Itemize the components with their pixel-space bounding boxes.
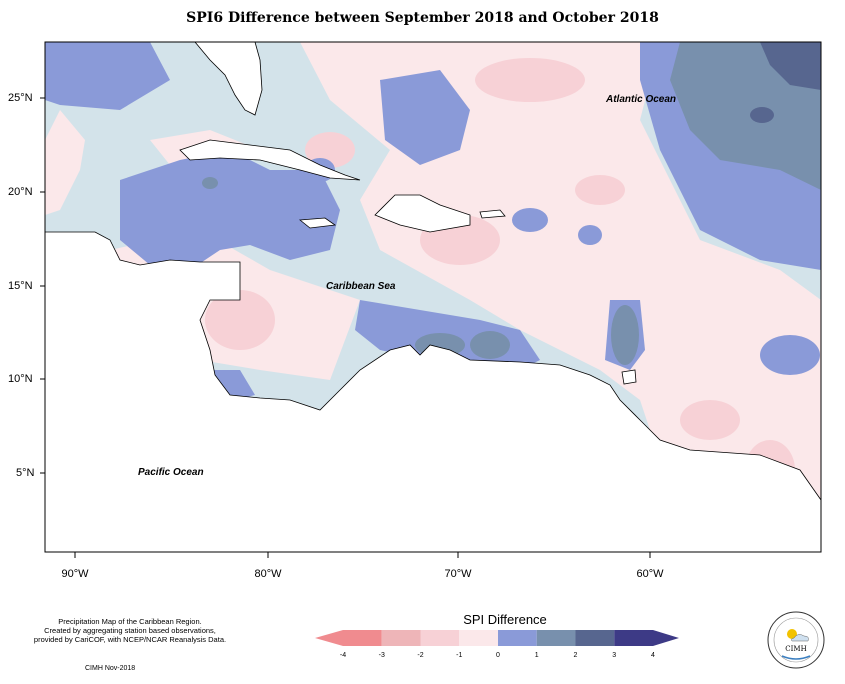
atlantic-ocean-label: Atlantic Ocean: [606, 94, 677, 105]
legend-tick-label: -1: [456, 652, 463, 659]
legend-tick-label: 0: [496, 652, 500, 659]
map-frame: [44, 41, 822, 553]
logo-text: CIMH: [785, 645, 806, 653]
footer-line-2: Created by aggregating station based obs…: [44, 626, 216, 635]
legend-title: SPI Difference: [463, 612, 547, 627]
lat-label-15: 15°N: [8, 280, 33, 292]
legend-tick-label: 1: [534, 652, 539, 659]
lat-label-5: 5°N: [16, 467, 35, 479]
legend-tick-label: 4: [651, 652, 655, 659]
pacific-ocean-label: Pacific Ocean: [138, 467, 204, 478]
spi-field: [45, 42, 821, 552]
credit-text: CIMH Nov-2018: [85, 665, 136, 672]
footer-line-1: Precipitation Map of the Caribbean Regio…: [58, 617, 202, 626]
lat-label-20: 20°N: [8, 186, 33, 198]
lon-label-80: 80°W: [254, 568, 282, 580]
footer-line-3: provided by CariCOF, with NCEP/NCAR Rean…: [33, 635, 227, 644]
cimh-logo: CIMH: [767, 611, 825, 669]
footer-note: Precipitation Map of the Caribbean Regio…: [10, 617, 250, 644]
sun-icon: [787, 629, 797, 639]
lon-label-90: 90°W: [61, 568, 89, 580]
caribbean-sea-label: Caribbean Sea: [326, 281, 396, 292]
map-title: SPI6 Difference between September 2018 a…: [186, 10, 659, 26]
legend-tick-label: -2: [417, 652, 424, 659]
lat-label-10: 10°N: [8, 373, 33, 385]
legend-tick-label: 3: [612, 652, 617, 659]
lon-label-70: 70°W: [444, 568, 472, 580]
legend-tick-label: 2: [573, 652, 578, 659]
lat-label-25: 25°N: [8, 92, 33, 104]
legend-tick-label: -4: [339, 652, 347, 659]
legend-tick-label: -3: [378, 652, 385, 659]
lon-label-60: 60°W: [636, 568, 664, 580]
cloud-icon: [791, 634, 809, 642]
